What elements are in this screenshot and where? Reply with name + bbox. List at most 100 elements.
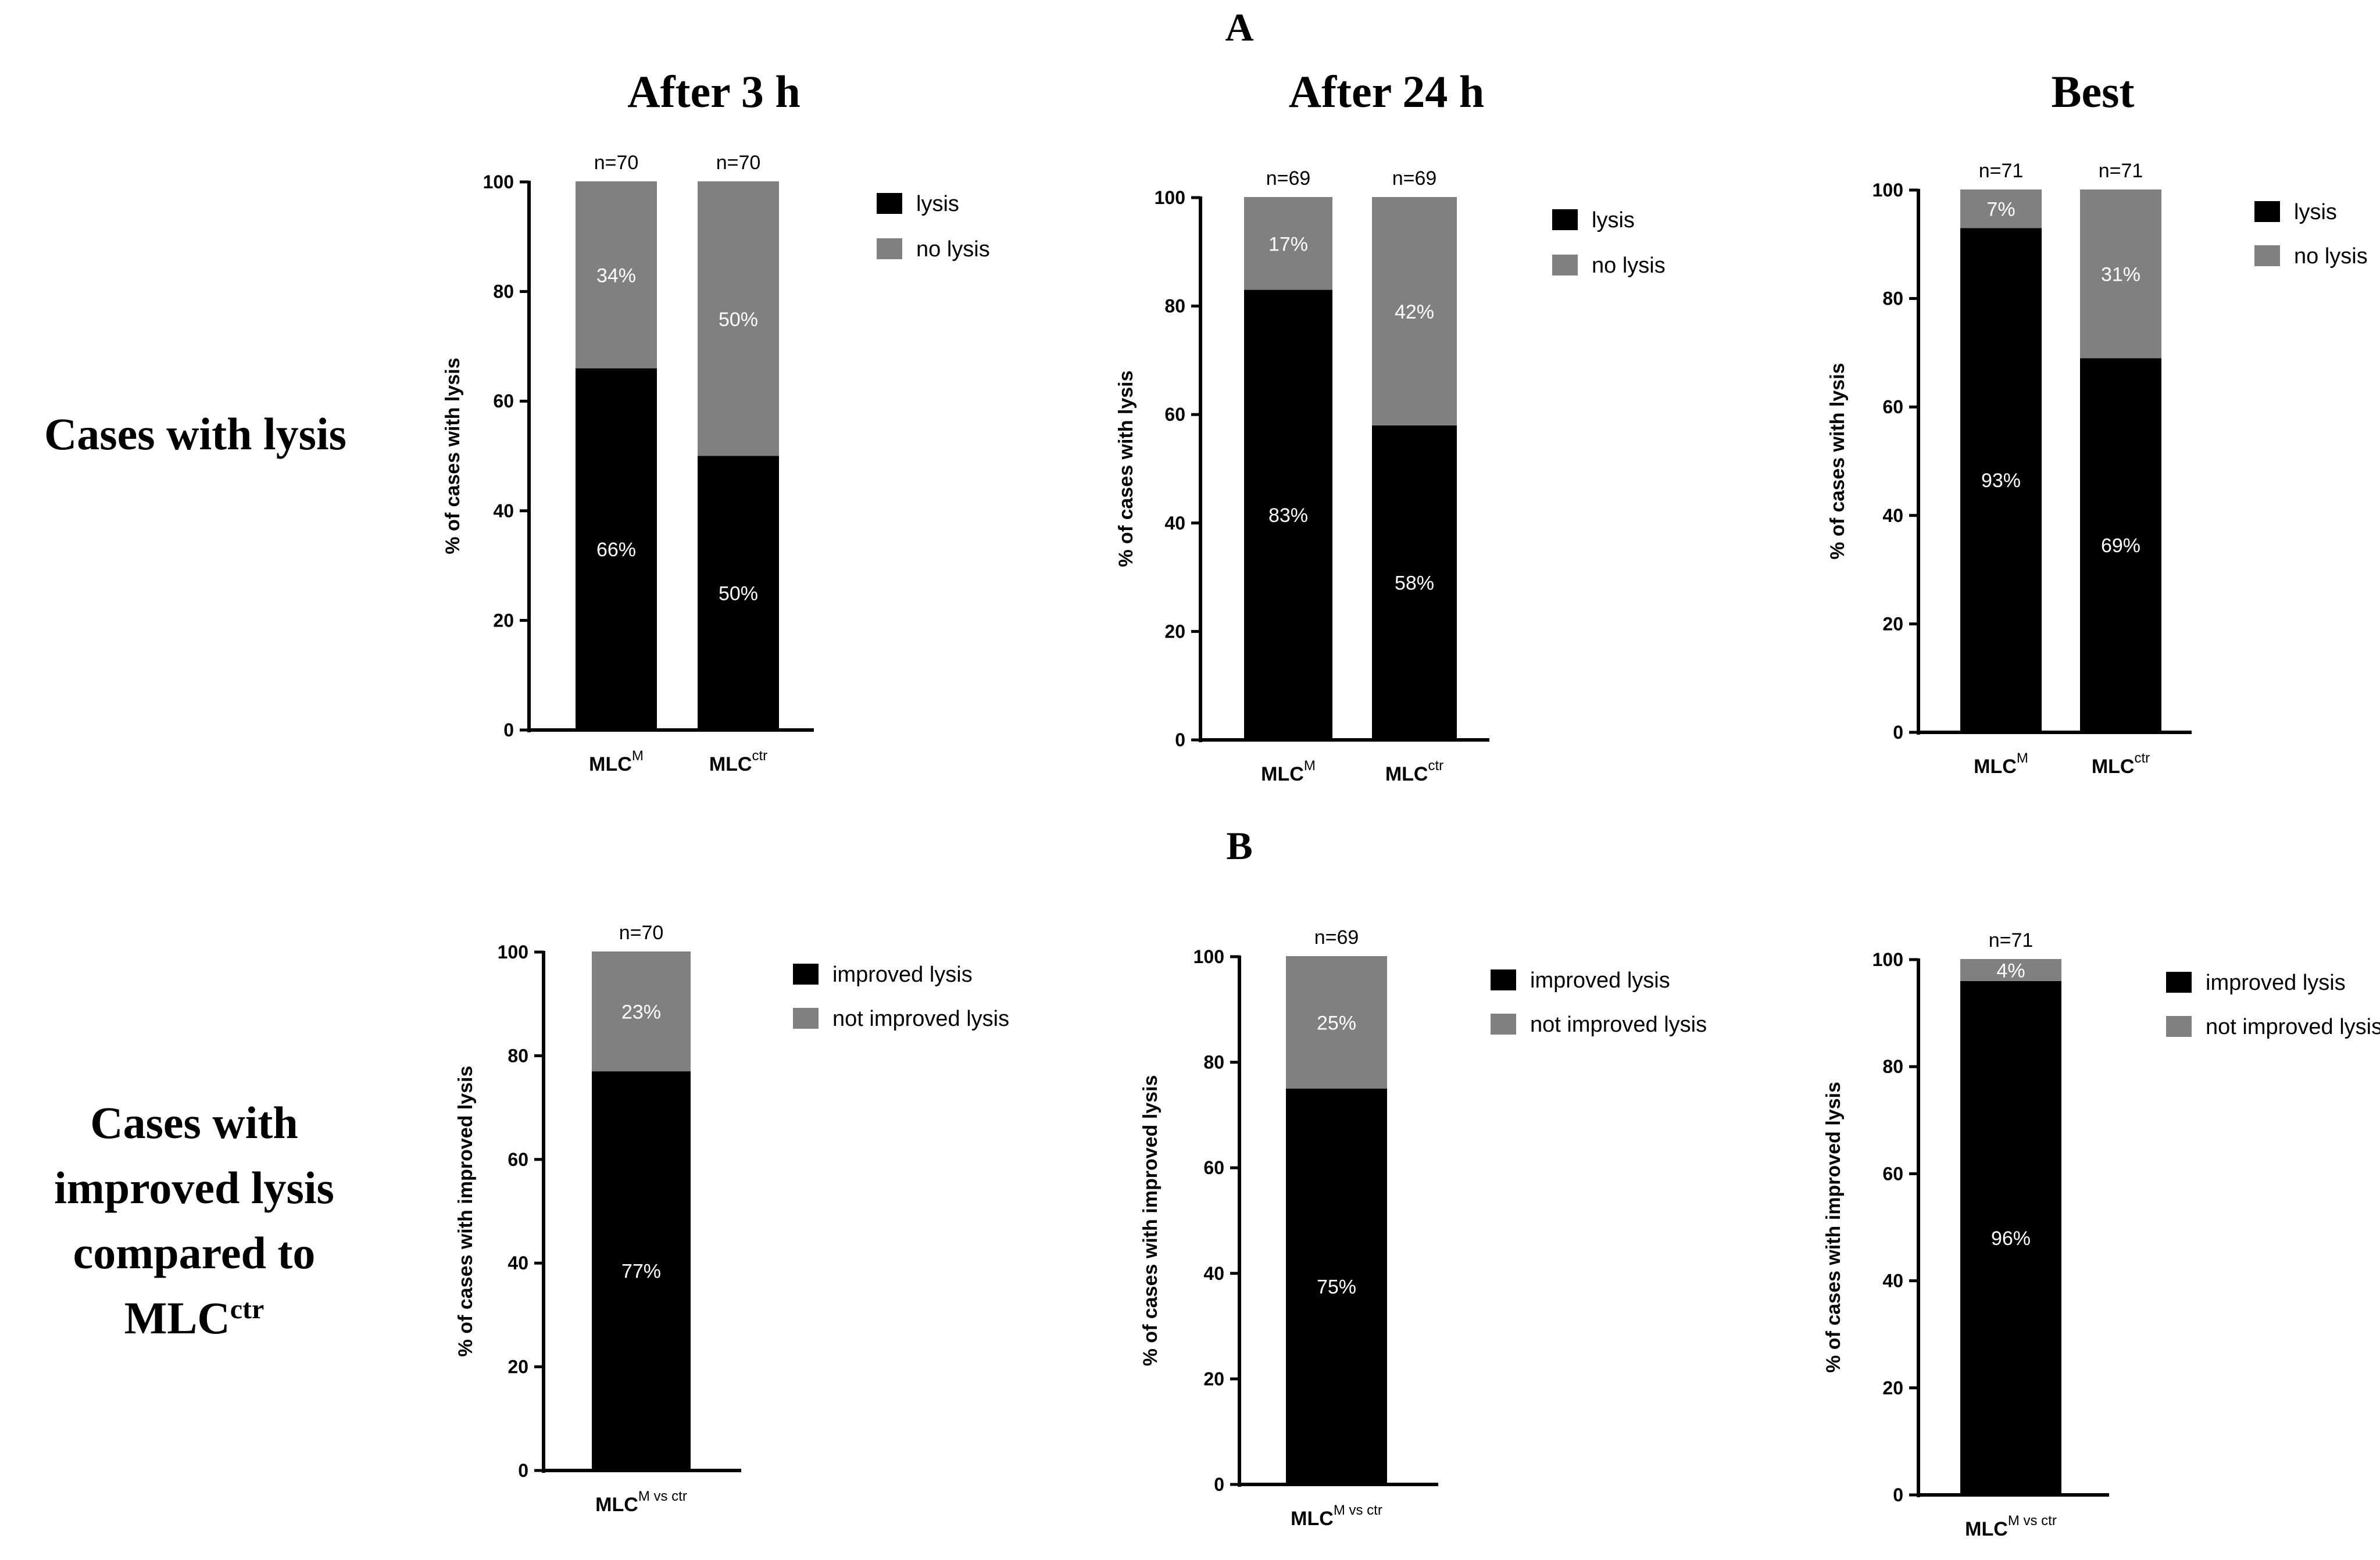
legend-label: not improved lysis [1530, 1012, 1707, 1037]
y-tick-label: 80 [1882, 1056, 1903, 1077]
category-label-sup: M [2017, 750, 2028, 766]
bar-segment-lysis [1372, 425, 1457, 740]
column-title-3h: After 3 h [627, 66, 801, 117]
legend-label: no lysis [916, 237, 990, 262]
bar-value-label: 83% [1268, 505, 1308, 527]
row-title-improved-line3: compared to [73, 1228, 316, 1278]
category-label-sup: M vs ctr [2008, 1513, 2057, 1529]
legend-swatch [1552, 209, 1578, 230]
legend-label: lysis [2294, 200, 2337, 224]
category-label-base: MLC [1965, 1518, 2008, 1540]
y-tick-label: 100 [1155, 187, 1185, 208]
category-label-base: MLC [2092, 756, 2135, 778]
bar-value-label: 23% [621, 1001, 661, 1024]
y-tick-label: 20 [508, 1357, 528, 1377]
y-tick-label: 40 [1882, 505, 1903, 526]
bar-segment-improved-lysis [1286, 1089, 1387, 1484]
chart-2: 0 20 40 60 80 100 % of cases with lysis 93% 7% n=… [1827, 160, 2368, 778]
bar-segment-lysis [2080, 358, 2161, 732]
n-count-label: n=70 [619, 922, 664, 944]
legend-swatch [1552, 255, 1578, 275]
category-label-sup: M [632, 748, 644, 764]
bar-value-label: 42% [1395, 301, 1434, 323]
bar-value-label: 69% [2101, 535, 2140, 557]
bar-segment-lysis [576, 368, 657, 730]
legend-swatch [793, 1008, 819, 1029]
y-tick-label: 0 [503, 720, 514, 740]
bar-value-label: 31% [2101, 264, 2140, 286]
n-count-label: n=70 [716, 152, 761, 174]
bar-segment-no-lysis [576, 182, 657, 368]
category-label: MLCctr [2092, 750, 2150, 778]
y-tick-label: 40 [1882, 1271, 1903, 1291]
chart-0: 0 20 40 60 80 100 % of cases with lysis 66% 34% n… [442, 152, 990, 775]
category-label-sup: M vs ctr [638, 1489, 687, 1504]
charts: 0 20 40 60 80 100 % of cases with lysis 66% 34% n… [442, 152, 2380, 1540]
bar-value-label: 17% [1268, 233, 1308, 255]
y-tick-label: 60 [508, 1149, 528, 1170]
legend-swatch [1491, 969, 1516, 990]
legend-label: not improved lysis [832, 1007, 1009, 1031]
bar-segment-improved-lysis [1960, 981, 2061, 1495]
n-count-label: n=69 [1314, 926, 1359, 949]
category-label-sup: M [1304, 758, 1316, 774]
y-tick-label: 60 [1203, 1157, 1224, 1178]
y-tick-label: 60 [1882, 1163, 1903, 1184]
row-title-lysis: Cases with lysis [44, 409, 346, 459]
y-tick-label: 80 [1164, 296, 1185, 317]
y-tick-label: 20 [1203, 1368, 1224, 1389]
bar-value-label: 66% [596, 539, 636, 561]
y-tick-label: 100 [483, 171, 514, 192]
bar-segment-not-improved-lysis [592, 952, 691, 1072]
y-tick-label: 0 [1175, 729, 1185, 750]
bar-value-label: 77% [621, 1261, 661, 1283]
legend-label: no lysis [1592, 253, 1666, 278]
legend-label: improved lysis [1530, 968, 1670, 993]
category-label-base: MLC [589, 753, 632, 775]
n-count-label: n=71 [1989, 929, 2034, 951]
category-label-base: MLC [1261, 763, 1304, 785]
bar-value-label: 93% [1981, 470, 2021, 492]
category-label-sup: ctr [1428, 758, 1443, 774]
category-label-base: MLC [595, 1494, 638, 1516]
y-tick-label: 40 [1164, 513, 1185, 534]
legend-swatch [1491, 1014, 1516, 1035]
legend-label: not improved lysis [2206, 1015, 2380, 1039]
bar-value-label: 50% [719, 309, 758, 331]
bar-segment-no-lysis [1960, 190, 2042, 228]
chart-3: 0 20 40 60 80 100 % of cases with improved lys… [455, 922, 1009, 1516]
legend-label: no lysis [2294, 244, 2368, 269]
y-tick-label: 60 [1882, 396, 1903, 417]
bar-segment-not-improved-lysis [1286, 957, 1387, 1089]
y-tick-label: 20 [493, 610, 514, 631]
chart-1: 0 20 40 60 80 100 % of cases with lysis 83% 17% n… [1115, 167, 1666, 785]
category-label: MLCM [1261, 758, 1316, 785]
bar-segment-no-lysis [1372, 198, 1457, 425]
row-title-improved-line4: MLCctr [124, 1293, 265, 1343]
n-count-label: n=71 [2099, 160, 2143, 182]
y-axis-label: % of cases with lysis [442, 357, 464, 554]
section-b-label: B [1226, 824, 1252, 868]
y-axis-label: % of cases with improved lysis [1822, 1082, 1845, 1373]
y-tick-label: 60 [493, 391, 514, 412]
y-tick-label: 0 [1893, 722, 1903, 743]
row-title-improved-line1: Cases with [90, 1097, 298, 1148]
legend-label: lysis [1592, 208, 1635, 232]
bar-value-label: 25% [1317, 1012, 1356, 1035]
category-label-base: MLC [709, 753, 752, 775]
y-axis-label: % of cases with lysis [1827, 363, 1849, 559]
y-axis-label: % of cases with improved lysis [455, 1066, 477, 1357]
y-tick-label: 0 [1214, 1474, 1224, 1495]
y-tick-label: 80 [1882, 288, 1903, 309]
category-label: MLCctr [1385, 758, 1443, 785]
bar-segment-no-lysis [1244, 198, 1332, 290]
category-label: MLCM [1974, 750, 2028, 778]
y-tick-label: 100 [1872, 949, 1903, 970]
bar-value-label: 75% [1317, 1276, 1356, 1298]
legend-label: improved lysis [2206, 971, 2346, 995]
category-label: MLCM vs ctr [595, 1489, 687, 1516]
y-axis-label: % of cases with improved lysis [1139, 1075, 1162, 1366]
section-a-label: A [1225, 5, 1253, 49]
category-label-sup: M vs ctr [1334, 1502, 1382, 1518]
